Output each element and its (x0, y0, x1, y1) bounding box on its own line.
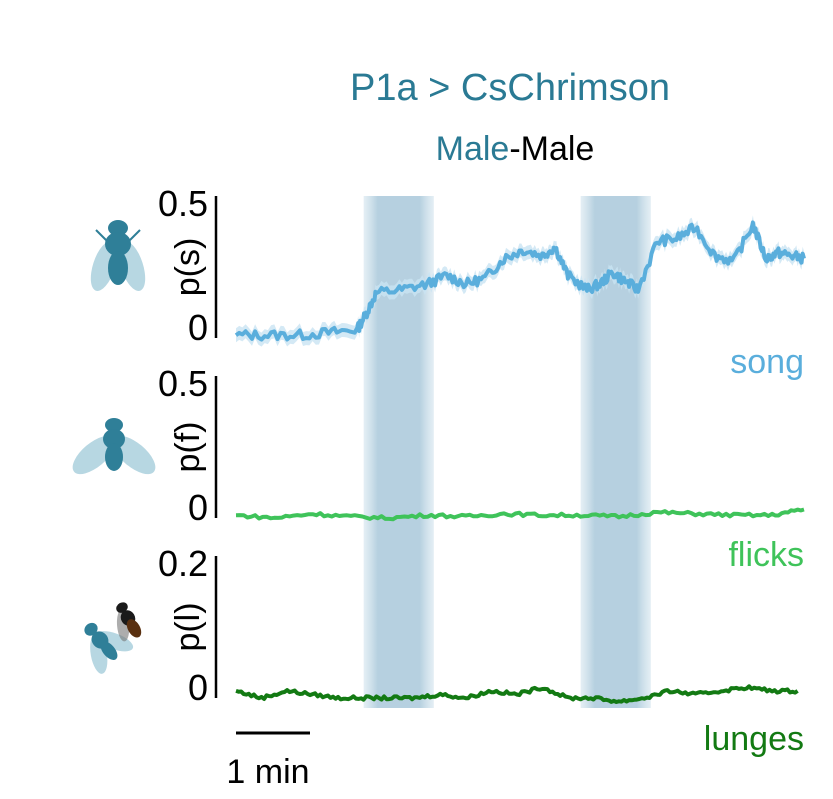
song-ytick-min: 0 (188, 307, 208, 348)
flicks-panel: 0.5 0 p(f) flicks (158, 363, 805, 574)
lunges-ylabel: p(l) (169, 602, 207, 651)
flicks-line (235, 507, 805, 522)
lunges-series-label: lunges (704, 720, 804, 758)
stim-window-1 (363, 196, 434, 708)
lunging-flies-icon (84, 602, 142, 674)
chart-title: P1a > CsChrimson (350, 67, 670, 109)
lunges-panel: 0.2 0 p(l) lunges (158, 543, 804, 758)
scale-bar-label: 1 min (226, 753, 309, 791)
song-sem-band (236, 215, 804, 347)
subtitle-male-1: Male (436, 130, 510, 168)
flicks-ytick-max: 0.5 (158, 363, 208, 404)
flicking-fly-icon (72, 418, 156, 475)
song-panel: 0.5 0 p(s) song (158, 183, 806, 381)
song-line (234, 220, 806, 342)
lunges-ytick-min: 0 (188, 667, 208, 708)
lunges-ytick-max: 0.2 (158, 543, 208, 584)
lunges-line (235, 684, 799, 704)
male-fly-icon (90, 220, 146, 291)
song-ylabel: p(s) (169, 238, 207, 297)
song-series-label: song (730, 343, 804, 381)
subtitle-male-2: -Male (509, 130, 594, 168)
flicks-series-label: flicks (728, 536, 804, 574)
flicks-ytick-min: 0 (188, 487, 208, 528)
song-ytick-max: 0.5 (158, 183, 208, 224)
flicks-ylabel: p(f) (169, 422, 207, 473)
chart-subtitle: Male-Male (436, 130, 595, 168)
